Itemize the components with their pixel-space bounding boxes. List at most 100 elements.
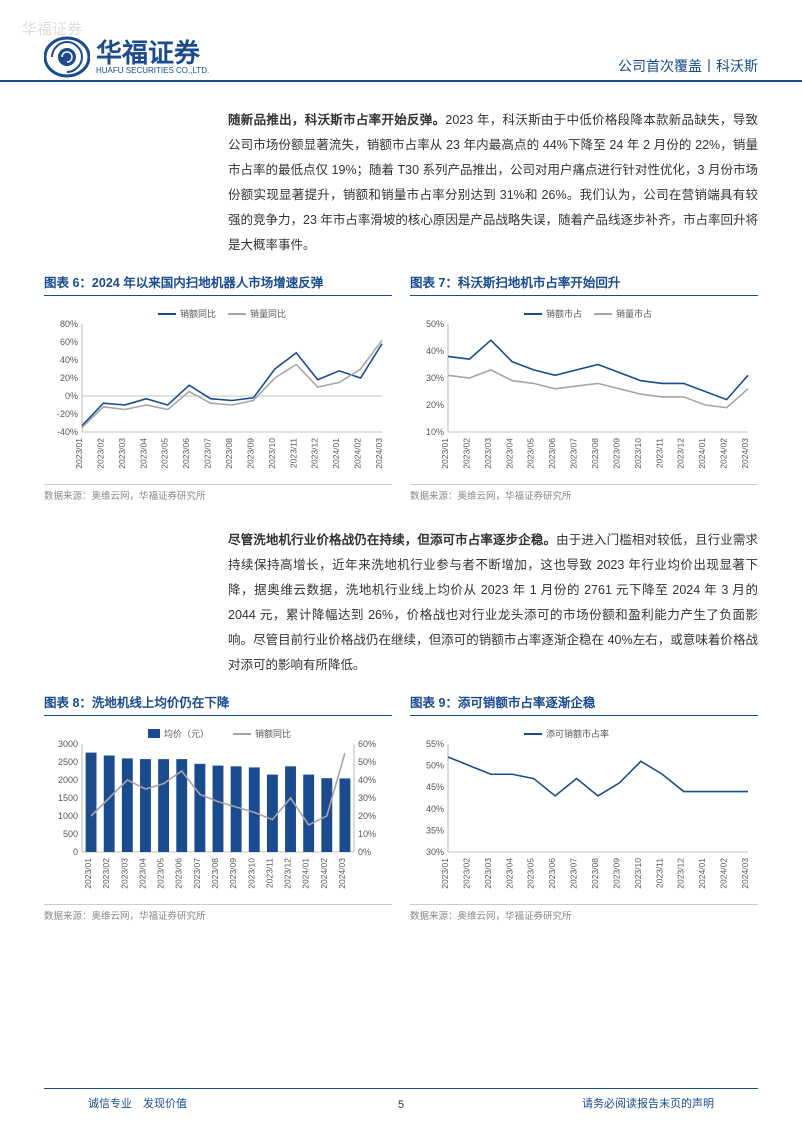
- svg-text:2023/06: 2023/06: [181, 438, 191, 469]
- svg-text:2023/06: 2023/06: [547, 858, 557, 889]
- svg-text:2023/08: 2023/08: [590, 438, 600, 469]
- chart6-source: 数据来源：奥维云网，华福证券研究所: [44, 484, 392, 502]
- chart9-plot: 添可销额市占率30%35%40%45%50%55%2023/012023/022…: [410, 722, 758, 900]
- svg-text:2023/10: 2023/10: [246, 858, 256, 889]
- svg-text:2023/01: 2023/01: [440, 438, 450, 469]
- chart-row-1: 图表 6：2024 年以来国内扫地机器人市场增速反弹 销额同比销量同比-40%-…: [44, 272, 758, 502]
- svg-text:2024/03: 2024/03: [740, 858, 750, 889]
- svg-text:2024/02: 2024/02: [719, 858, 729, 889]
- chart8-col: 图表 8：洗地机线上均价仍在下降 均价（元） 销额同比 0 500 1000 1500 20…: [44, 692, 392, 922]
- logo: 华福证券 HUAFU SECURITIES CO.,LTD.: [44, 34, 209, 80]
- svg-text:2023/01: 2023/01: [74, 438, 84, 469]
- svg-text:2023/10: 2023/10: [633, 438, 643, 469]
- svg-text:2023/12: 2023/12: [310, 438, 320, 469]
- chart8-title: 图表 8：洗地机线上均价仍在下降: [44, 692, 392, 716]
- svg-text:2023/08: 2023/08: [590, 858, 600, 889]
- svg-text:40%: 40%: [358, 775, 376, 785]
- chart6-plot: 销额同比销量同比-40%-20%0%20%40%60%80%2023/01202…: [44, 302, 392, 480]
- svg-text:2024/02: 2024/02: [719, 438, 729, 469]
- svg-text:2023/11: 2023/11: [654, 438, 664, 468]
- svg-text:2023/01: 2023/01: [83, 858, 93, 889]
- svg-text:2023/11: 2023/11: [654, 858, 664, 888]
- svg-text:2023/07: 2023/07: [203, 438, 213, 469]
- svg-text:50%: 50%: [426, 761, 444, 771]
- svg-text:3000: 3000: [58, 739, 78, 749]
- chart9-source: 数据来源：奥维云网，华福证券研究所: [410, 904, 758, 922]
- svg-text:2023/05: 2023/05: [526, 438, 536, 469]
- main-content: 随新品推出，科沃斯市占率开始反弹。2023 年，科沃斯由于中低价格段降本款新品缺…: [0, 82, 802, 922]
- svg-text:40%: 40%: [60, 355, 78, 365]
- svg-text:2023/12: 2023/12: [676, 438, 686, 469]
- chart-row-2: 图表 8：洗地机线上均价仍在下降 均价（元） 销额同比 0 500 1000 1500 20…: [44, 692, 758, 922]
- para1-bold: 随新品推出，科沃斯市占率开始反弹。: [228, 113, 445, 127]
- svg-text:2023/05: 2023/05: [526, 858, 536, 889]
- svg-text:500: 500: [63, 829, 78, 839]
- svg-text:2023/03: 2023/03: [117, 438, 127, 469]
- svg-text:添可销额市占率: 添可销额市占率: [546, 728, 609, 739]
- svg-text:0%: 0%: [358, 847, 371, 857]
- svg-text:2023/12: 2023/12: [283, 858, 293, 889]
- svg-text:2023/09: 2023/09: [228, 858, 238, 889]
- logo-icon: [44, 34, 90, 80]
- svg-text:2023/11: 2023/11: [264, 858, 274, 888]
- svg-text:50%: 50%: [358, 757, 376, 767]
- svg-text:55%: 55%: [426, 739, 444, 749]
- para2-bold: 尽管洗地机行业价格战仍在持续，但添可市占率逐步企稳。: [228, 533, 556, 547]
- header-right: 公司首次覆盖丨科沃斯: [618, 56, 758, 80]
- svg-text:销额市占: 销额市占: [546, 308, 582, 319]
- svg-text:10%: 10%: [426, 427, 444, 437]
- svg-text:2023/11: 2023/11: [288, 438, 298, 468]
- logo-text-en: HUAFU SECURITIES CO.,LTD.: [96, 66, 209, 75]
- svg-text:2023/08: 2023/08: [210, 858, 220, 889]
- svg-text:2023/03: 2023/03: [119, 858, 129, 889]
- svg-text:2000: 2000: [58, 775, 78, 785]
- svg-text:均价（元）: 均价（元）: [164, 728, 209, 739]
- svg-text:2024/03: 2024/03: [337, 858, 347, 889]
- svg-text:2023/02: 2023/02: [95, 438, 105, 469]
- chart8-source: 数据来源：奥维云网，华福证券研究所: [44, 904, 392, 922]
- paragraph-1: 随新品推出，科沃斯市占率开始反弹。2023 年，科沃斯由于中低价格段降本款新品缺…: [228, 108, 758, 258]
- svg-text:2023/09: 2023/09: [245, 438, 255, 469]
- svg-text:2024/02: 2024/02: [353, 438, 363, 469]
- svg-text:60%: 60%: [60, 337, 78, 347]
- chart7-source: 数据来源：奥维云网，华福证券研究所: [410, 484, 758, 502]
- svg-text:2023/02: 2023/02: [101, 858, 111, 889]
- svg-text:2023/07: 2023/07: [192, 858, 202, 889]
- svg-text:10%: 10%: [358, 829, 376, 839]
- chart6-col: 图表 6：2024 年以来国内扫地机器人市场增速反弹 销额同比销量同比-40%-…: [44, 272, 392, 502]
- svg-text:2023/10: 2023/10: [267, 438, 277, 469]
- page-number: 5: [0, 1099, 802, 1111]
- svg-text:2023/05: 2023/05: [156, 858, 166, 889]
- svg-text:2023/04: 2023/04: [504, 438, 514, 469]
- svg-text:2024/03: 2024/03: [740, 438, 750, 469]
- svg-text:销量市占: 销量市占: [616, 308, 652, 319]
- svg-text:2023/02: 2023/02: [461, 438, 471, 469]
- svg-text:50%: 50%: [426, 319, 444, 329]
- svg-text:0%: 0%: [65, 391, 78, 401]
- svg-text:2023/12: 2023/12: [676, 858, 686, 889]
- svg-text:销额同比: 销额同比: [255, 728, 291, 739]
- svg-text:0: 0: [73, 847, 78, 857]
- svg-text:2024/03: 2024/03: [374, 438, 384, 469]
- svg-text:2023/05: 2023/05: [160, 438, 170, 469]
- watermark: 华福证券: [22, 18, 82, 39]
- chart9-col: 图表 9：添可销额市占率逐渐企稳 添可销额市占率30%35%40%45%50%5…: [410, 692, 758, 922]
- chart9-title: 图表 9：添可销额市占率逐渐企稳: [410, 692, 758, 716]
- svg-text:1500: 1500: [58, 793, 78, 803]
- svg-text:2023/09: 2023/09: [611, 438, 621, 469]
- svg-text:1000: 1000: [58, 811, 78, 821]
- svg-text:2024/01: 2024/01: [697, 858, 707, 889]
- svg-text:2024/02: 2024/02: [319, 858, 329, 889]
- svg-text:2023/06: 2023/06: [547, 438, 557, 469]
- svg-text:40%: 40%: [426, 346, 444, 356]
- svg-text:2023/01: 2023/01: [440, 858, 450, 889]
- svg-text:2023/09: 2023/09: [611, 858, 621, 889]
- svg-text:2500: 2500: [58, 757, 78, 767]
- svg-text:20%: 20%: [60, 373, 78, 383]
- svg-text:2023/03: 2023/03: [483, 858, 493, 889]
- svg-text:2023/06: 2023/06: [174, 858, 184, 889]
- svg-text:30%: 30%: [426, 847, 444, 857]
- chart8-plot: 均价（元） 销额同比 0 500 1000 1500 2000 2500 3000 0% 10% 20…: [44, 722, 392, 900]
- svg-text:2023/04: 2023/04: [138, 438, 148, 469]
- svg-text:2024/01: 2024/01: [331, 438, 341, 469]
